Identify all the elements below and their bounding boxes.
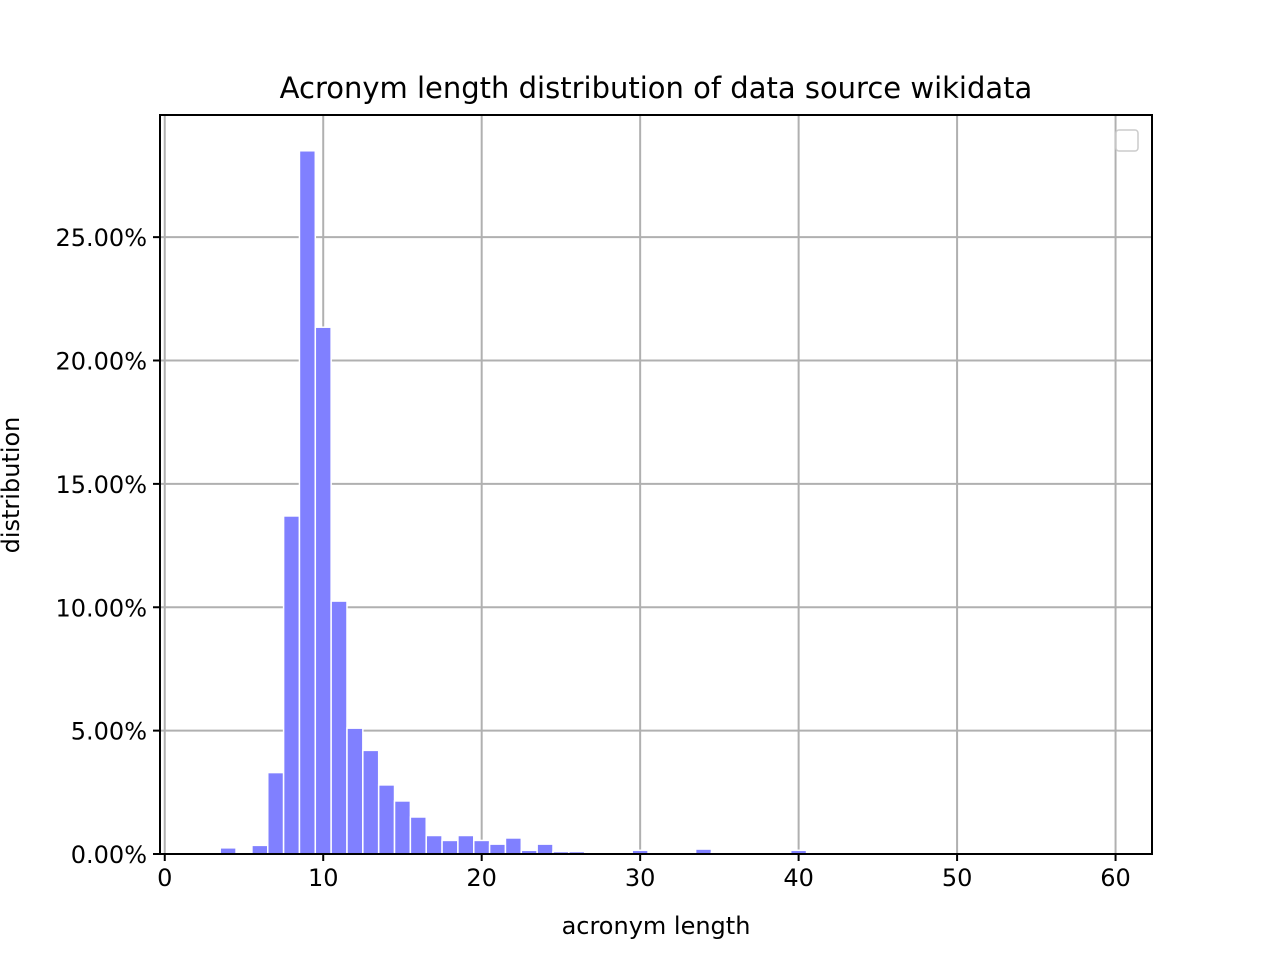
bar-7 (267, 771, 285, 855)
bar-6 (251, 844, 269, 855)
y-axis: 0.00% 5.00% 10.00% 15.00% 20.00% 25.00% (55, 224, 160, 869)
bar-24 (536, 843, 554, 855)
x-tick-label-6: 60 (1100, 864, 1131, 892)
bar-16 (409, 816, 427, 855)
legend-box (1115, 129, 1139, 152)
y-tick-label-3: 15.00% (55, 471, 147, 499)
bar-10 (314, 326, 332, 855)
bar-19 (457, 834, 475, 855)
bars (219, 150, 808, 855)
y-tick-label-0: 0.00% (71, 841, 147, 869)
bar-8 (282, 515, 301, 855)
bar-14 (377, 784, 396, 855)
bar-22 (504, 837, 523, 855)
y-tick-label-1: 5.00% (71, 718, 147, 746)
x-axis: 0 10 20 30 40 50 60 (157, 854, 1131, 892)
bar-17 (425, 834, 443, 855)
bar-15 (393, 800, 412, 855)
y-tick-label-5: 25.00% (55, 224, 147, 252)
x-tick-label-3: 30 (625, 864, 656, 892)
x-tick-label-5: 50 (942, 864, 973, 892)
bar-11 (330, 600, 348, 855)
x-tick-label-1: 10 (308, 864, 339, 892)
bar-20 (473, 839, 491, 855)
x-axis-title: acronym length (562, 912, 751, 940)
x-tick-label-2: 20 (466, 864, 497, 892)
bar-9 (298, 150, 317, 855)
bar-21 (488, 843, 507, 855)
chart-title: Acronym length distribution of data sour… (280, 71, 1033, 105)
y-tick-label-4: 20.00% (55, 348, 147, 376)
bar-12 (346, 727, 364, 855)
y-axis-title: distribution (0, 417, 25, 554)
bar-18 (441, 839, 459, 855)
x-tick-label-0: 0 (157, 864, 172, 892)
bar-13 (362, 749, 380, 855)
y-tick-label-2: 10.00% (55, 594, 147, 622)
x-tick-label-4: 40 (783, 864, 814, 892)
